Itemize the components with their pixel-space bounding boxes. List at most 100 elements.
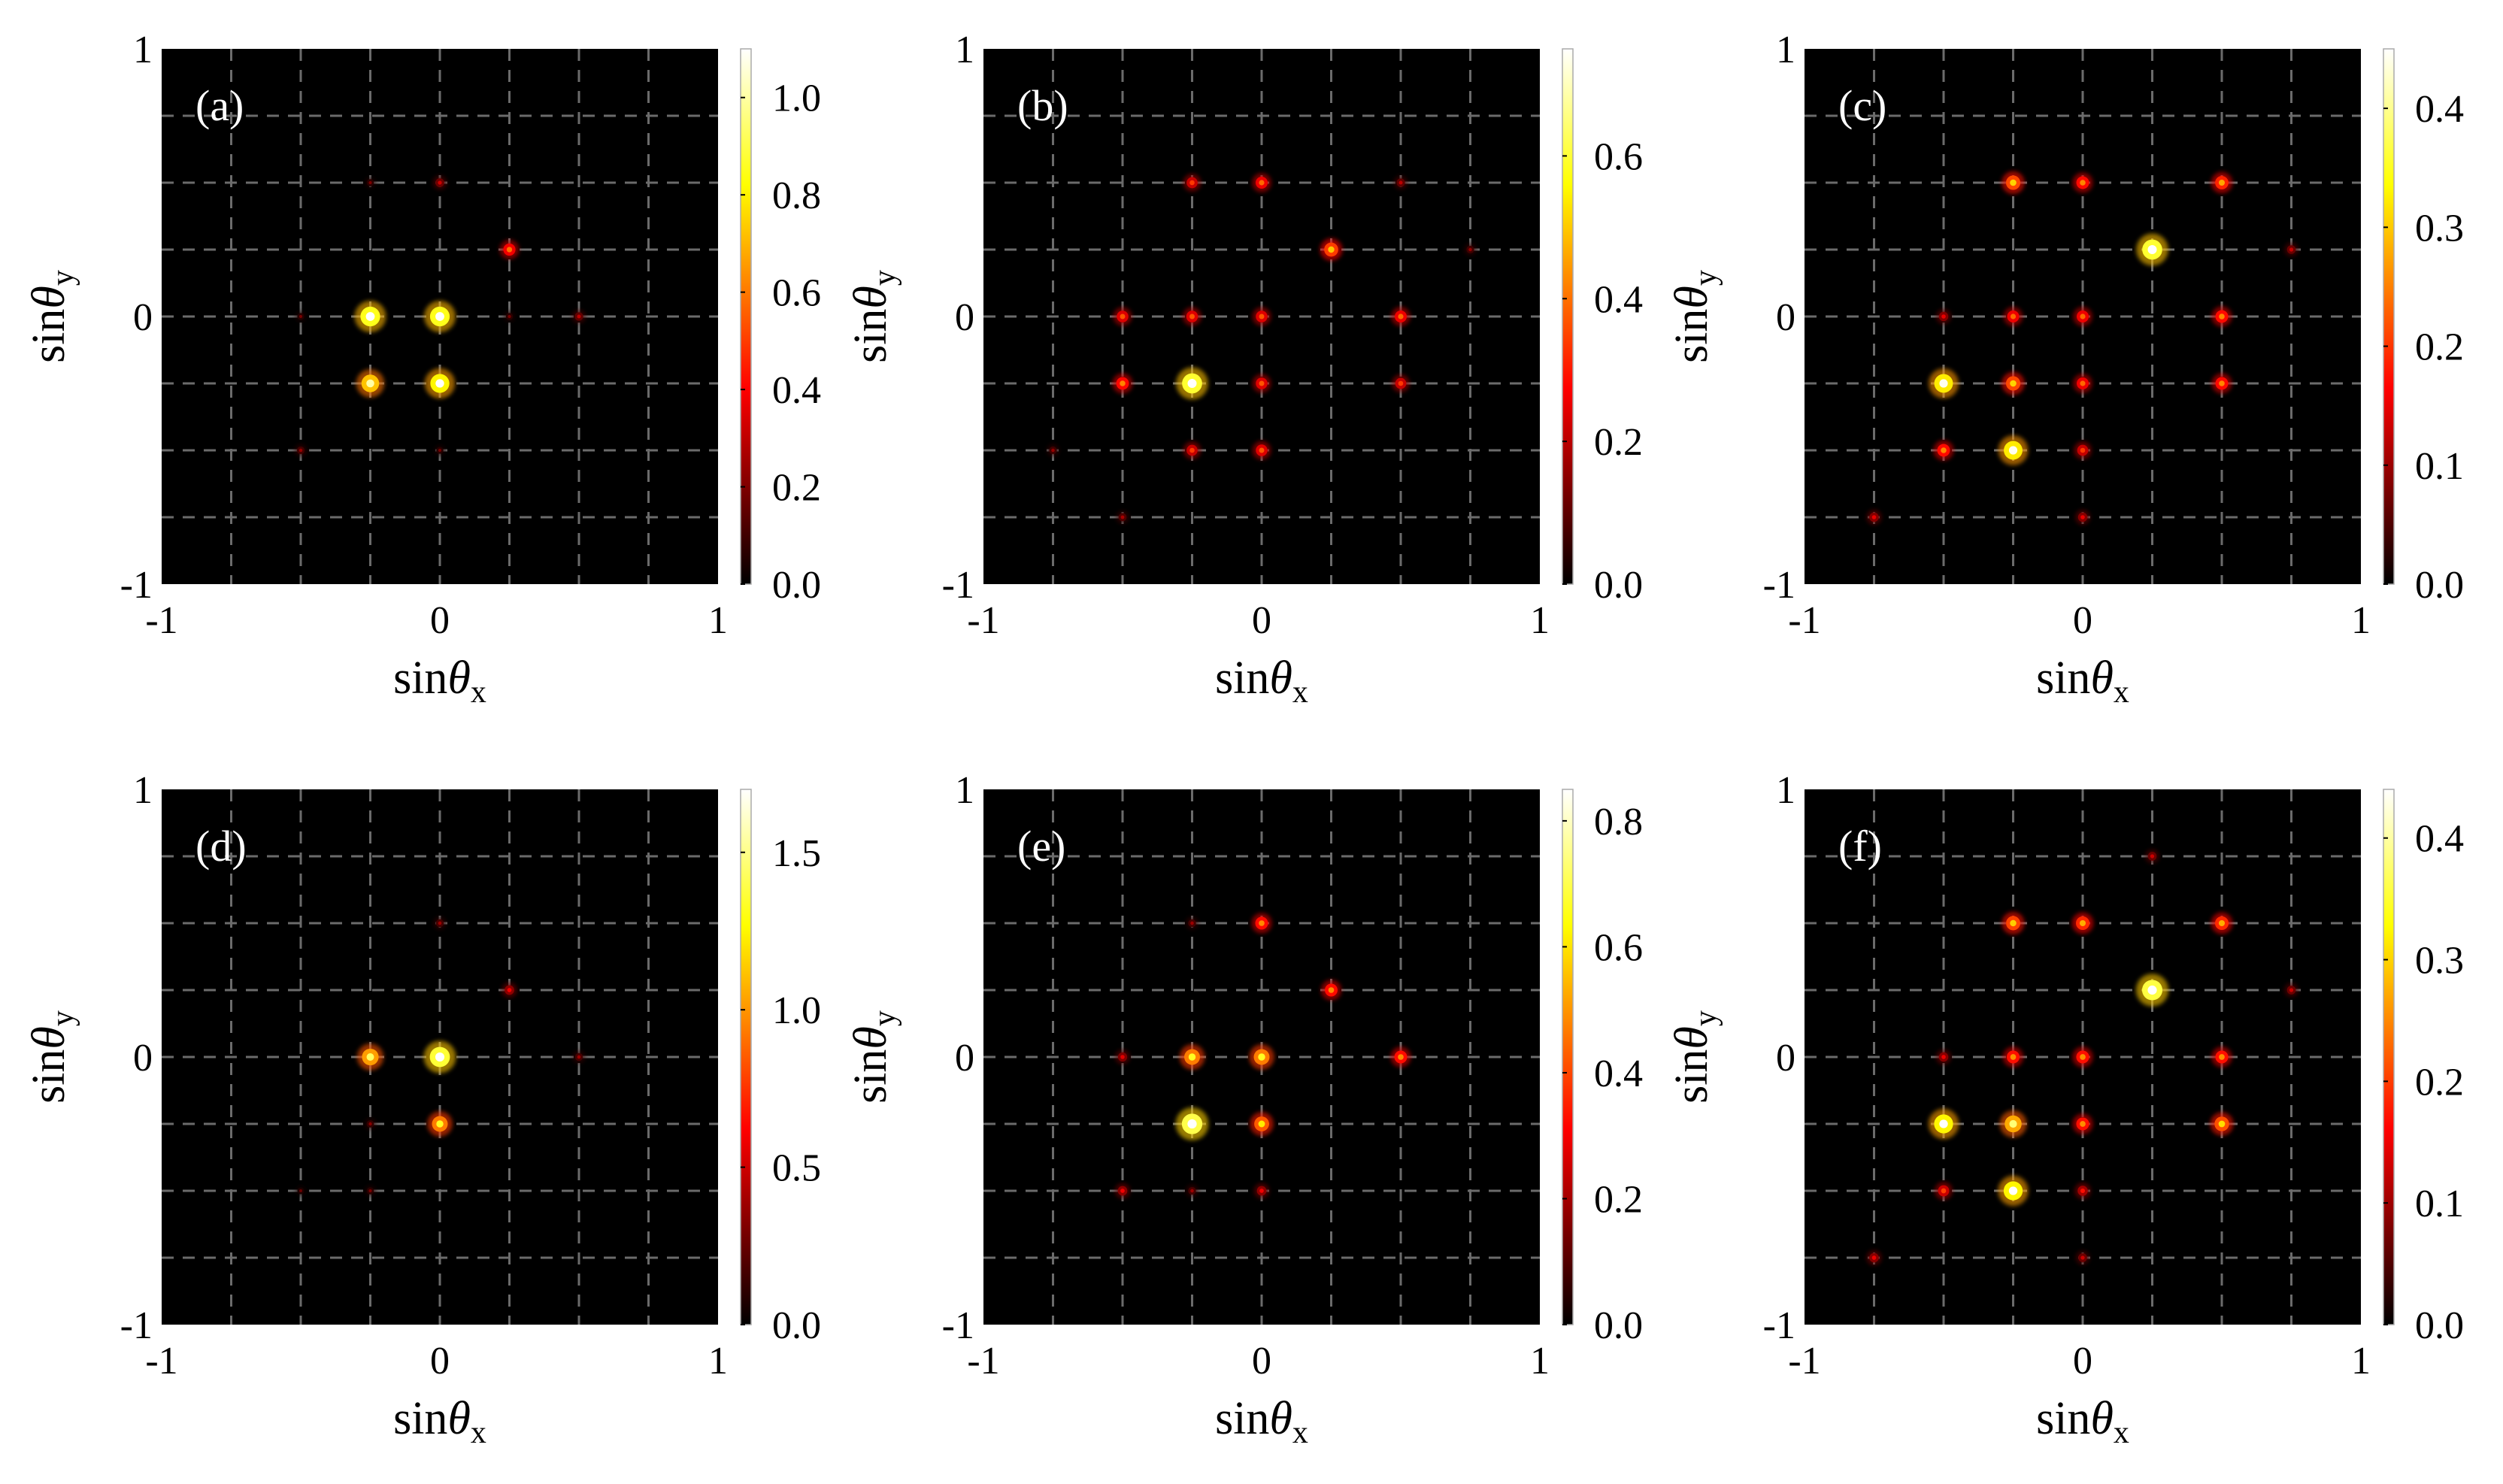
y-tick-label: -1 (942, 1304, 974, 1347)
peak (1253, 1183, 1270, 1199)
x-tick-label: -1 (1788, 1340, 1820, 1383)
peak (1464, 243, 1477, 256)
colorbar-tick-label: 0.1 (2415, 445, 2464, 488)
peak (2136, 233, 2168, 266)
peak (434, 444, 446, 456)
peak (1252, 307, 1271, 326)
peak (1933, 440, 1954, 461)
x-tick-label: 0 (430, 1340, 450, 1383)
peak (503, 310, 516, 323)
peak (499, 240, 520, 259)
x-tick-label: 0 (2073, 599, 2092, 642)
colorbar: 0.0 0.2 0.4 0.6 (1562, 48, 1643, 607)
x-tick-label: -1 (145, 1340, 177, 1383)
peak (1998, 435, 2029, 465)
colorbar-tick-label: 0.4 (2415, 818, 2464, 861)
peak (295, 310, 307, 323)
peak (432, 175, 447, 190)
x-axis-label: sinθx (1215, 653, 1308, 710)
y-tick-label: 1 (955, 769, 974, 812)
colorbar-tick-label: 0.1 (2415, 1183, 2464, 1225)
y-tick-label: 0 (955, 1037, 974, 1080)
x-tick-label: -1 (145, 599, 177, 642)
peak (356, 369, 385, 398)
peak (424, 368, 456, 399)
peak (1113, 307, 1132, 326)
y-tick-label: 1 (1776, 29, 1795, 71)
y-tick-label: -1 (942, 564, 974, 607)
colorbar: 0.0 0.1 0.2 0.3 0.4 (2383, 789, 2464, 1347)
peak (1252, 173, 1271, 192)
peak (1116, 510, 1129, 524)
y-tick-label: 0 (133, 296, 153, 339)
colorbar-tick-label: 0.5 (772, 1147, 821, 1190)
peak (1250, 1112, 1274, 1136)
peak (571, 309, 586, 324)
colorbar: 0.0 0.2 0.4 0.6 0.8 1.0 (740, 48, 821, 607)
colorbar-tick-label: 0.6 (772, 272, 821, 315)
colorbar: 0.0 0.5 1.0 1.5 (740, 789, 821, 1347)
colorbar-tick-label: 0.0 (2415, 1304, 2464, 1347)
x-tick-label: 1 (708, 599, 728, 642)
colorbar-tick-label: 0.0 (772, 564, 821, 607)
colorbar-tick-label: 1.0 (772, 989, 821, 1032)
x-tick-label: 1 (1530, 599, 1550, 642)
y-tick-label: 0 (1776, 296, 1795, 339)
y-axis-label: sinθy (23, 1010, 80, 1104)
peak (2001, 371, 2025, 395)
x-tick-label: 1 (1530, 1340, 1550, 1383)
peak (1935, 1182, 1953, 1200)
peak (2001, 911, 2025, 935)
peak (1928, 1108, 1959, 1140)
peak (2072, 172, 2093, 193)
y-axis-label: sinθy (1666, 1010, 1723, 1104)
peak (1183, 174, 1202, 192)
peak (1252, 374, 1271, 393)
x-tick-label: -1 (967, 599, 999, 642)
peak (572, 1050, 586, 1064)
colorbar: 0.0 0.1 0.2 0.3 0.4 (2383, 48, 2464, 607)
y-axis-label: sinθy (1666, 270, 1723, 363)
y-axis-label: sinθy (23, 270, 80, 363)
panel-f: (f) -1 0 1 1 0 -1 sinθx sinθy 0.0 0.1 0.2 0.3 0.4 (1666, 769, 2464, 1450)
colorbar-tick-label: 0.2 (772, 467, 821, 510)
y-tick-label: 1 (1776, 769, 1795, 812)
peak (1252, 441, 1271, 460)
colorbar-tick-label: 0.2 (1594, 1178, 1643, 1221)
y-tick-label: 1 (955, 29, 974, 71)
colorbar-tick-label: 1.0 (772, 77, 821, 120)
colorbar-tick-label: 0.8 (1594, 801, 1643, 843)
y-tick-label: -1 (1763, 1304, 1795, 1347)
peak (2003, 307, 2023, 326)
x-axis-label: sinθx (393, 1393, 486, 1450)
colorbar-tick-label: 0.0 (2415, 564, 2464, 607)
peak (1936, 309, 1951, 324)
peak (1998, 1175, 2029, 1207)
peak (2001, 171, 2025, 195)
peak (1929, 368, 1959, 398)
panel-d: (d) -1 0 1 1 0 -1 sinθx sinθy 0.0 0.5 1.0 1.5 (23, 769, 821, 1450)
peak (2284, 242, 2298, 257)
y-tick-label: -1 (120, 1304, 153, 1347)
colorbar-tick-label: 0.2 (2415, 326, 2464, 369)
colorbar-gradient (740, 48, 752, 585)
peak (1866, 1249, 1882, 1266)
x-axis-label: sinθx (1215, 1393, 1308, 1450)
x-axis-label: sinθx (2036, 653, 2129, 710)
colorbar-tick-label: 0.2 (2415, 1061, 2464, 1104)
peak (354, 301, 386, 332)
peak (2071, 912, 2094, 934)
peak (423, 1040, 456, 1074)
y-tick-label: -1 (120, 564, 153, 607)
peak (356, 1043, 384, 1071)
colorbar-tick-label: 0.2 (1594, 421, 1643, 464)
colorbar-tick-label: 0.0 (1594, 564, 1643, 607)
panel-label: (d) (195, 822, 247, 871)
colorbar-tick-label: 0.4 (1594, 1052, 1643, 1095)
peak (2211, 306, 2232, 327)
colorbar-tick-label: 0.4 (772, 369, 821, 412)
panel-label: (e) (1017, 822, 1065, 871)
x-tick-label: 0 (1252, 1340, 1271, 1383)
y-axis-label: sinθy (845, 1010, 902, 1104)
colorbar-gradient (1562, 48, 1574, 585)
